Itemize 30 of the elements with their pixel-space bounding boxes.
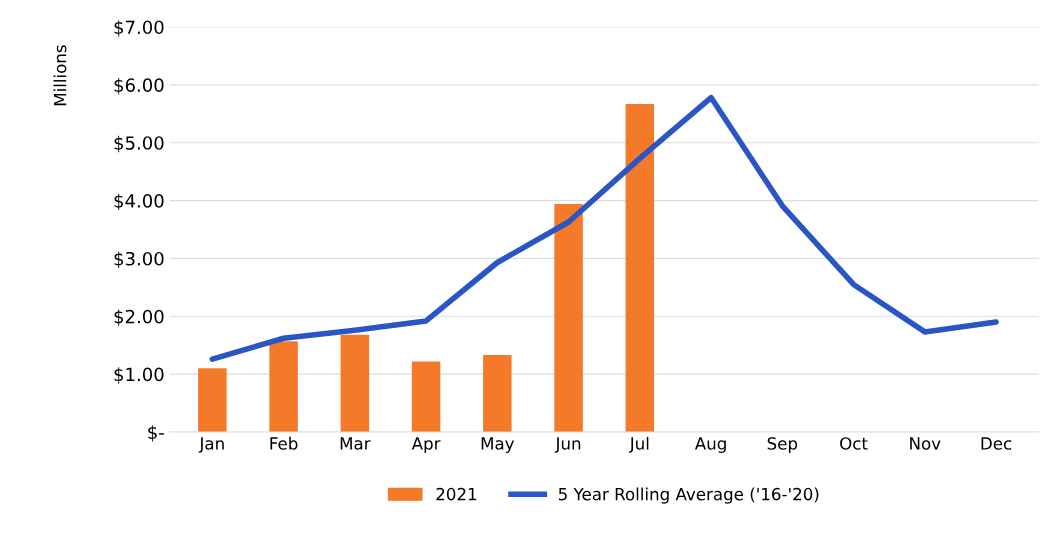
y-tick-label: $2.00: [114, 309, 164, 326]
x-tick-label: Sep: [767, 437, 798, 453]
y-tick-label: $6.00: [114, 78, 164, 95]
bar: [483, 355, 512, 432]
y-tick-label: $5.00: [114, 135, 164, 153]
bar: [269, 341, 298, 432]
x-tick-label: Jun: [554, 437, 581, 453]
bar: [340, 334, 370, 432]
y-tick-label: $-: [148, 425, 164, 442]
bar: [411, 361, 441, 432]
bar: [625, 103, 655, 432]
bar: [554, 204, 583, 432]
x-tick-label: Oct: [840, 437, 868, 450]
x-tick-label: Dec: [981, 437, 1012, 450]
bar: [198, 368, 227, 432]
x-tick-label: Jul: [628, 436, 649, 453]
x-tick-label: Jan: [198, 437, 224, 453]
y-tick-label: $4.00: [114, 193, 164, 211]
legend-label: 5 Year Rolling Average ('16-'20): [558, 487, 819, 504]
y-tick-label: $7.00: [114, 20, 164, 37]
x-tick-label: Nov: [910, 437, 941, 450]
x-tick-label: Feb: [270, 436, 298, 450]
x-tick-label: Aug: [694, 437, 726, 453]
y-tick-label: $1.00: [114, 367, 164, 384]
x-tick-label: Mar: [340, 437, 371, 450]
x-tick-label: May: [481, 437, 515, 453]
y-tick-label: $3.00: [114, 251, 164, 268]
x-tick-label: Apr: [411, 437, 441, 453]
legend-label: 2021: [436, 487, 477, 501]
y-axis-title: Millions: [53, 45, 67, 106]
